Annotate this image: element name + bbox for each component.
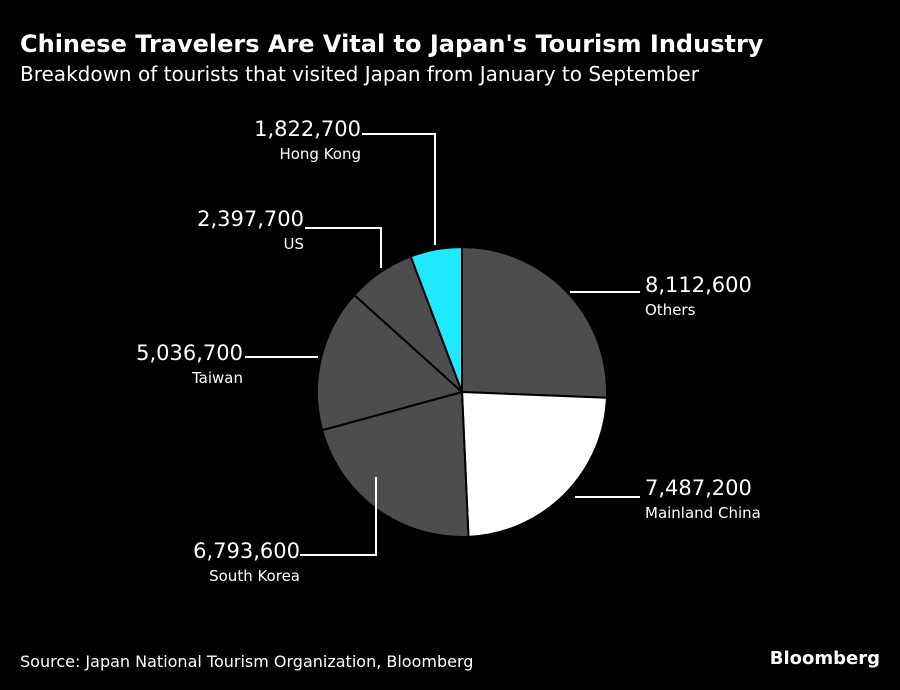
category-label-others: Others <box>645 301 696 319</box>
category-label-taiwan: Taiwan <box>191 369 243 387</box>
source-note: Source: Japan National Tourism Organizat… <box>20 652 474 671</box>
leader-line-south-korea <box>300 477 377 556</box>
category-label-mainland-china: Mainland China <box>645 504 761 522</box>
pie-slice-taiwan <box>315 293 465 432</box>
value-label-hong-kong: 1,822,700 <box>254 117 361 141</box>
leader-line-us <box>305 227 382 268</box>
pie-slice-others <box>461 245 608 399</box>
value-label-mainland-china: 7,487,200 <box>645 476 752 500</box>
value-label-us: 2,397,700 <box>197 207 304 231</box>
leader-line-hong-kong <box>362 133 436 245</box>
value-label-taiwan: 5,036,700 <box>136 341 243 365</box>
bloomberg-logo: Bloomberg <box>769 648 880 669</box>
category-label-south-korea: South Korea <box>209 567 300 585</box>
category-label-us: US <box>283 235 304 253</box>
value-label-south-korea: 6,793,600 <box>193 539 300 563</box>
pie-slice-mainland-china <box>460 390 608 538</box>
pie-slice-hong-kong <box>409 245 463 393</box>
chart-title: Chinese Travelers Are Vital to Japan's T… <box>20 30 764 58</box>
value-label-others: 8,112,600 <box>645 273 752 297</box>
chart-subtitle: Breakdown of tourists that visited Japan… <box>20 62 699 86</box>
category-label-hong-kong: Hong Kong <box>279 145 361 163</box>
pie-chart: 8,112,600 Others 7,487,200 Mainland China 6,… <box>136 117 761 585</box>
